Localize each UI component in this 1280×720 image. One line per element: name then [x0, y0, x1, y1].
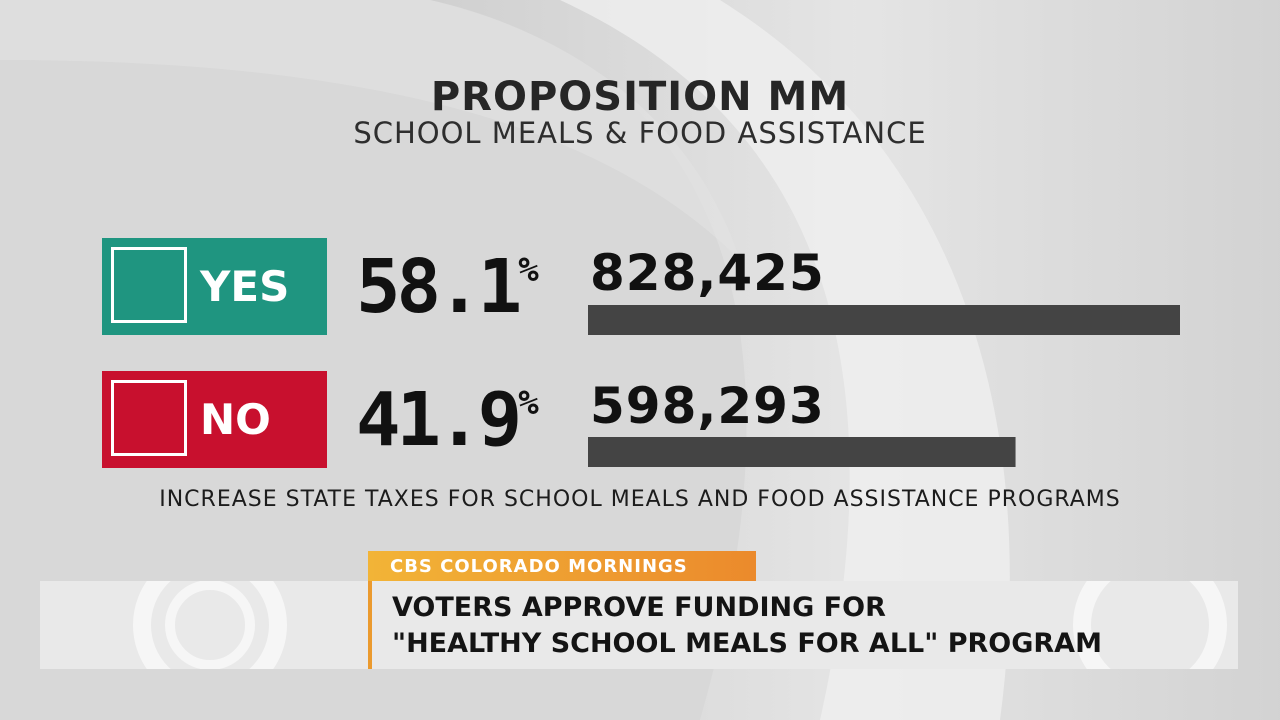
- yes-percentage: 58.1%: [356, 244, 539, 330]
- lower-third-background: [40, 581, 1238, 669]
- no-percentage: 41.9%: [356, 377, 539, 463]
- chart-subtitle: SCHOOL MEALS & FOOD ASSISTANCE: [353, 116, 927, 150]
- yes-percentage-value: 58.1: [356, 244, 522, 330]
- yes-choice-box: YES: [102, 238, 327, 335]
- yes-percent-sign: %: [518, 250, 539, 290]
- checkbox-icon: [111, 380, 187, 456]
- no-label: NO: [200, 395, 271, 444]
- yes-label: YES: [200, 262, 290, 311]
- checkbox-icon: [111, 247, 187, 323]
- headline-line-2: "HEALTHY SCHOOL MEALS FOR ALL" PROGRAM: [392, 628, 1102, 659]
- headline-accent-bar: [368, 581, 372, 669]
- no-choice-box: NO: [102, 371, 327, 468]
- no-percentage-value: 41.9: [356, 377, 522, 463]
- no-vote-count: 598,293: [590, 377, 825, 435]
- headline-line-1: VOTERS APPROVE FUNDING FOR: [392, 592, 886, 623]
- chart-title: PROPOSITION MM: [430, 74, 850, 120]
- measure-description: INCREASE STATE TAXES FOR SCHOOL MEALS AN…: [159, 487, 1121, 512]
- show-name-tag: CBS COLORADO MORNINGS: [368, 551, 756, 581]
- cbs-eye-watermark: [133, 581, 1227, 669]
- yes-vote-count: 828,425: [590, 244, 825, 302]
- no-percent-sign: %: [518, 383, 539, 423]
